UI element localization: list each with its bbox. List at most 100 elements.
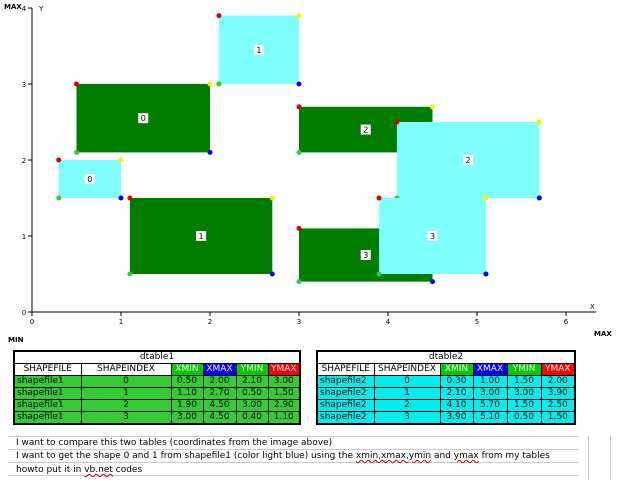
note-line-1: I want to compare this two tables (coord…	[16, 438, 333, 448]
shape-index-label: 2	[466, 156, 471, 165]
table-cell: 1.50	[540, 411, 576, 425]
table-cell: 1	[80, 387, 172, 400]
table-cell: 3.00	[472, 387, 508, 400]
note-text: and	[431, 451, 454, 461]
dtable1-title: dtable1	[12, 350, 302, 364]
table-row: shapefile2 0 0.30 1.00 1.50 2.00	[316, 375, 576, 388]
shape-index-label: 1	[199, 232, 204, 241]
table-cell: 3.00	[267, 375, 301, 388]
shape-plot: 0 1 2 3 0 1 2 3 0 1 2 3 4 0 1 2 3 4 5 6	[22, 5, 596, 326]
table-cell: 2.00	[202, 375, 237, 388]
corner-marker-yellow	[536, 119, 542, 125]
shape-label-box	[463, 155, 474, 165]
t1-header-ymin: YMIN	[235, 363, 269, 376]
table-row: shapefile2 1 2.10 3.00 3.00 3.90	[316, 387, 576, 400]
table-cell: 2.70	[202, 387, 237, 400]
table-cell: 0.30	[439, 375, 474, 388]
corner-marker-blue	[536, 195, 542, 201]
corner-marker-blue	[118, 195, 124, 201]
table-cell: 3.00	[235, 399, 269, 412]
table-cell: 1.10	[170, 387, 204, 400]
table-cell: shapefile1	[13, 399, 82, 412]
corner-marker-green	[216, 81, 222, 87]
t2-header-xmax: XMAX	[472, 363, 508, 376]
shape-label-box	[253, 44, 264, 55]
shape-index-label: 0	[87, 175, 92, 184]
table-cell: 3.90	[540, 387, 576, 400]
grid-line	[8, 462, 578, 463]
table-row: shapefile1 1 1.10 2.70 0.50 1.50	[13, 387, 301, 400]
table-cell: 4.50	[202, 411, 237, 425]
table-cell: 1.50	[506, 399, 542, 412]
note-text: vb.net	[84, 465, 113, 475]
table-cell: shapefile1	[13, 387, 82, 400]
table-cell: 1.10	[267, 411, 301, 425]
table-cell: 1.00	[472, 375, 508, 388]
table-cell: 3.00	[506, 387, 542, 400]
t2-header-shapeindex: SHAPEINDEX	[373, 363, 441, 376]
t1-header-shapeindex: SHAPEINDEX	[80, 363, 172, 376]
x-tick-label: 4	[386, 318, 391, 326]
corner-marker-green	[74, 149, 79, 155]
shape-label-box	[138, 113, 149, 124]
corner-marker-red	[296, 104, 302, 110]
shape-index-label: 0	[141, 114, 146, 123]
x-tick-label: 3	[297, 318, 301, 326]
note-text: howto put it in	[16, 465, 85, 475]
table-cell: 3.00	[170, 411, 204, 425]
x-tick-label: 6	[564, 318, 569, 326]
corner-marker-green	[296, 149, 302, 155]
t2-header-ymin: YMIN	[506, 363, 542, 376]
table-cell: 2.10	[235, 375, 269, 388]
tick-layer: 0 1 2 3 4 0 1 2 3 4 5 6	[22, 5, 569, 326]
note-text: xmin,xmax,ymin	[355, 451, 432, 461]
table-row: shapefile2 3 3.90 5.10 0.50 1.50	[316, 411, 576, 425]
table-cell: 1.50	[506, 375, 542, 388]
table-cell: 0.50	[506, 411, 542, 425]
shape-index-label: 3	[363, 251, 368, 260]
corner-marker-yellow	[207, 81, 213, 87]
table-cell: 2	[373, 399, 441, 412]
table-cell: shapefile2	[316, 387, 375, 400]
t1-header-xmin: XMIN	[170, 363, 204, 376]
shape-label-box	[360, 124, 371, 135]
corner-marker-red	[394, 119, 400, 125]
t2-header-shapefile: SHAPEFILE	[316, 363, 375, 376]
shape-label-box	[84, 174, 95, 184]
x-axis-label: X	[590, 303, 595, 311]
grid-line	[8, 475, 578, 476]
table-row: shapefile2 2 4.10 5.70 1.50 2.50	[316, 399, 576, 412]
table-cell: 5.10	[472, 411, 508, 425]
table-cell: 1.50	[267, 387, 301, 400]
x-tick-label: 5	[475, 318, 479, 326]
table-cell: shapefile2	[316, 399, 375, 412]
note-text: I want to get the shape 0 and 1 from sha…	[16, 451, 356, 461]
table-cell: 1	[373, 387, 441, 400]
corner-marker-green	[56, 195, 62, 201]
dtable2: dtable2 SHAPEFILE SHAPEINDEX XMIN XMAX Y…	[315, 350, 577, 425]
note-text: ymax	[453, 451, 479, 461]
corner-marker-yellow	[296, 13, 302, 19]
shape-label-box	[360, 250, 371, 260]
table-cell: 2.00	[540, 375, 576, 388]
table-cell: 3	[80, 411, 172, 425]
corner-marker-red	[216, 13, 222, 19]
corner-marker-red	[376, 195, 382, 201]
corner-marker-red	[74, 81, 79, 87]
table-cell: 0.50	[170, 375, 204, 388]
corner-marker-green	[376, 271, 382, 277]
table-cell: 3.90	[439, 411, 474, 425]
corner-marker-blue	[483, 271, 489, 277]
table-cell: shapefile2	[316, 375, 375, 388]
corner-marker-yellow	[430, 104, 435, 110]
y-tick-label: 1	[22, 233, 26, 241]
table-cell: 2	[80, 399, 172, 412]
note-text: codes	[112, 465, 143, 475]
shape-layer: 0 1 2 3 0 1 2 3	[56, 13, 542, 285]
table-cell: 1.90	[170, 399, 204, 412]
y-tick-label: 4	[22, 5, 27, 13]
x-tick-label: 2	[208, 318, 212, 326]
corner-marker-green	[127, 271, 133, 277]
table-cell: 4.10	[439, 399, 474, 412]
grid-line	[8, 436, 578, 437]
